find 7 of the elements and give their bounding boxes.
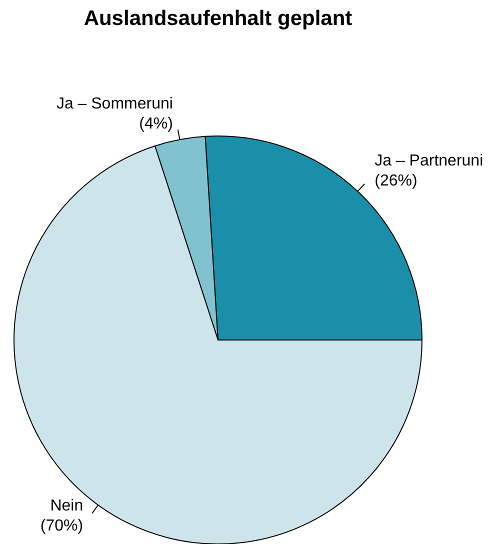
slice-label: Ja – Partneruni	[374, 152, 484, 170]
slice-label: Nein	[50, 498, 84, 515]
data-label: (4%)	[139, 116, 173, 133]
slice-label: Ja – Sommeruni	[56, 96, 173, 113]
data-label: (70%)	[40, 518, 84, 535]
data-label: (26%)	[374, 172, 418, 190]
chart-title: Auslandsaufenhalt geplant	[84, 7, 352, 30]
